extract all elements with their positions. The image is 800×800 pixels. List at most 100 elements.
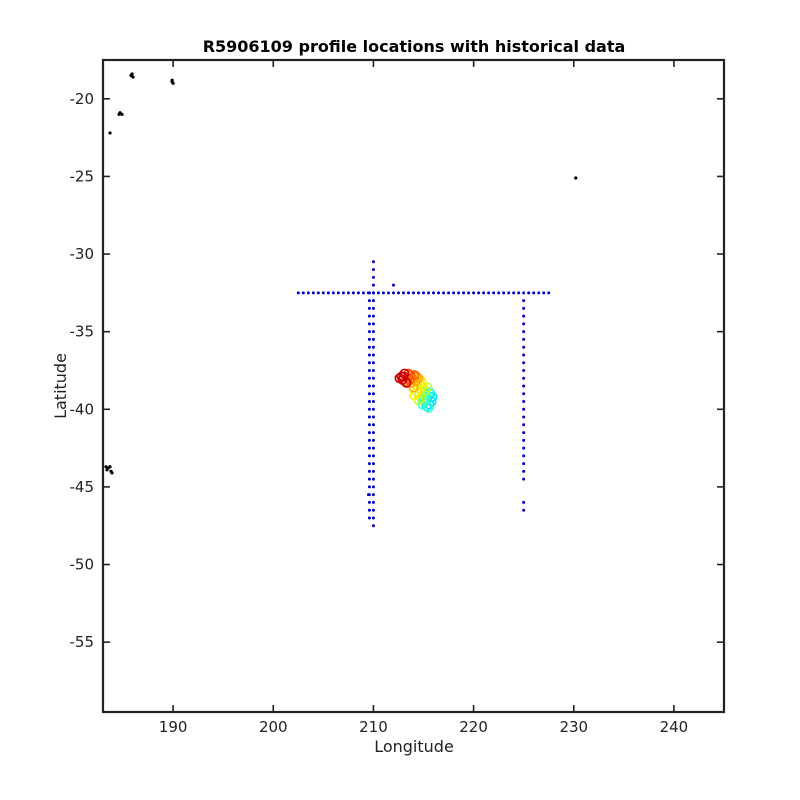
historical-point [522,423,526,427]
historical-point [371,516,375,520]
historical-point [367,438,371,442]
historical-point [361,291,365,295]
historical-point [532,291,536,295]
historical-point [371,407,375,411]
x-tick-label: 200 [259,718,288,736]
historical-point [386,291,390,295]
historical-point [371,469,375,473]
historical-point [371,400,375,404]
historical-point [447,291,451,295]
historical-point [326,291,330,295]
historical-point [522,291,526,295]
historical-point [301,291,305,295]
profile-point [394,373,405,384]
historical-point [522,415,526,419]
x-tick-label: 190 [159,718,188,736]
historical-point [522,438,526,442]
historical-point [401,291,405,295]
historical-point [371,508,375,512]
historical-point [371,446,375,450]
historical-point [522,400,526,404]
historical-point [296,291,300,295]
profile-point [405,370,416,381]
historical-point [367,376,371,380]
historical-point [371,431,375,435]
historical-point [522,477,526,481]
historical-point [437,291,441,295]
historical-point [367,353,371,357]
y-tick-label: -30 [70,245,95,263]
land-point [105,468,109,472]
land-point [118,111,122,115]
historical-point [331,291,335,295]
historical-point [367,415,371,419]
historical-point [507,291,511,295]
historical-point [366,493,370,497]
land-point [108,465,112,469]
x-tick-label: 220 [459,718,488,736]
historical-point [457,291,461,295]
x-tick-label: 240 [660,718,689,736]
historical-point [371,322,375,326]
historical-point [367,516,371,520]
historical-point [512,291,516,295]
historical-point [522,431,526,435]
historical-point [522,500,526,504]
historical-point [422,291,426,295]
historical-point [367,306,371,310]
historical-point [306,291,310,295]
y-axis: -55 -50 -45 -40 -35 -30 -25 -20 [70,90,724,651]
historical-point [487,291,491,295]
historical-point [522,345,526,349]
historical-point [522,376,526,380]
historical-point [367,462,371,466]
historical-point [371,361,375,365]
y-tick-label: -20 [70,90,95,108]
historical-point [367,291,371,295]
historical-point [367,477,371,481]
historical-point [376,291,380,295]
historical-point [311,291,315,295]
y-tick-label: -35 [70,323,95,341]
historical-point [522,384,526,388]
historical-point [367,299,371,303]
historical-point [527,291,531,295]
historical-point [371,291,375,295]
historical-point [367,337,371,341]
profile-point [396,371,407,382]
historical-point [367,500,371,504]
land-layer [104,72,578,475]
historical-point [371,337,375,341]
land-point [129,73,133,78]
y-tick-label: -25 [70,167,95,185]
historical-point [467,291,471,295]
historical-point [522,361,526,365]
historical-point [517,291,521,295]
historical-point [371,268,375,272]
x-axis-label: Longitude [374,737,454,756]
historical-point [371,493,375,497]
historical-point [472,291,476,295]
historical-point [432,291,436,295]
historical-point [417,291,421,295]
historical-point [522,508,526,512]
profile-point [417,380,428,391]
historical-point [522,353,526,357]
historical-point [522,330,526,334]
historical-point [371,462,375,466]
historical-point [367,314,371,318]
chart-title: R5906109 profile locations with historic… [203,37,626,56]
historical-point [391,283,395,287]
historical-point [522,462,526,466]
historical-point [371,260,375,264]
historical-point [367,330,371,334]
historical-point [522,446,526,450]
historical-point [522,368,526,372]
historical-point [371,438,375,442]
historical-point [371,314,375,318]
historical-point [371,353,375,357]
historical-point [371,376,375,380]
y-tick-label: -50 [70,556,95,574]
historical-point [367,384,371,388]
